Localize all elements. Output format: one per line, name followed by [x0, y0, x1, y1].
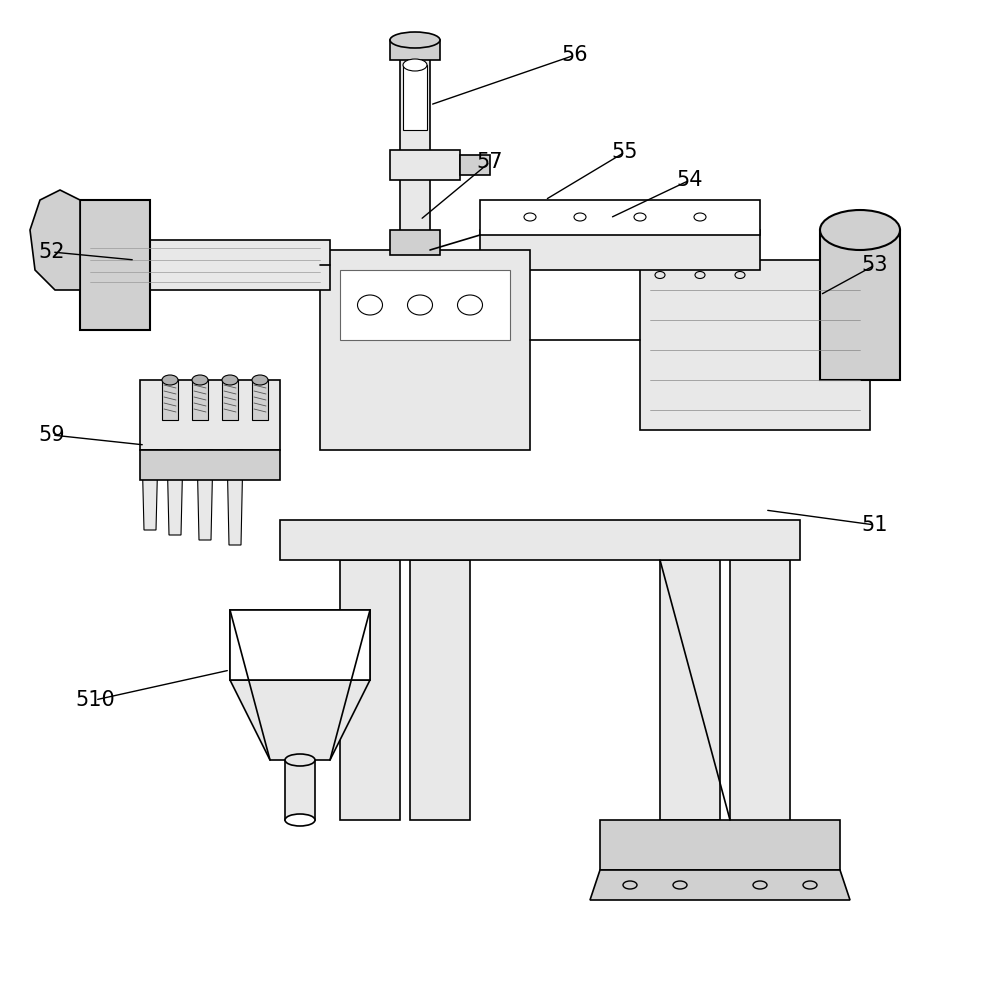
Text: 59: 59	[39, 425, 65, 445]
Polygon shape	[460, 155, 490, 175]
Polygon shape	[80, 200, 150, 330]
Polygon shape	[403, 65, 427, 130]
Ellipse shape	[222, 375, 238, 385]
Polygon shape	[197, 450, 213, 540]
Ellipse shape	[408, 295, 433, 315]
Text: 56: 56	[562, 45, 588, 65]
Polygon shape	[222, 380, 238, 420]
Text: 51: 51	[862, 515, 888, 535]
Polygon shape	[227, 450, 243, 545]
Polygon shape	[230, 680, 370, 760]
Ellipse shape	[820, 210, 900, 250]
Ellipse shape	[403, 59, 427, 71]
Polygon shape	[30, 190, 80, 290]
Text: 510: 510	[75, 690, 115, 710]
Polygon shape	[590, 870, 850, 900]
Text: 53: 53	[862, 255, 888, 275]
Polygon shape	[192, 380, 208, 420]
Text: 52: 52	[39, 242, 65, 262]
Ellipse shape	[390, 32, 440, 48]
Polygon shape	[320, 250, 530, 450]
Polygon shape	[730, 560, 790, 830]
Text: 57: 57	[477, 152, 503, 172]
Text: 54: 54	[677, 170, 703, 190]
Polygon shape	[230, 610, 370, 680]
Polygon shape	[167, 450, 183, 535]
Ellipse shape	[192, 375, 208, 385]
Polygon shape	[480, 200, 760, 235]
Ellipse shape	[458, 295, 483, 315]
Ellipse shape	[358, 295, 383, 315]
Polygon shape	[390, 40, 440, 60]
Polygon shape	[600, 820, 840, 870]
Ellipse shape	[285, 754, 315, 766]
Polygon shape	[80, 240, 330, 290]
Polygon shape	[820, 230, 900, 380]
Polygon shape	[410, 560, 470, 820]
Polygon shape	[340, 270, 510, 340]
Polygon shape	[400, 50, 430, 250]
Polygon shape	[390, 150, 460, 180]
Polygon shape	[660, 560, 720, 820]
Polygon shape	[162, 380, 178, 420]
Polygon shape	[390, 230, 440, 255]
Polygon shape	[140, 450, 280, 480]
Text: 55: 55	[612, 142, 638, 162]
Ellipse shape	[252, 375, 268, 385]
Polygon shape	[140, 380, 280, 450]
Polygon shape	[640, 260, 870, 430]
Polygon shape	[230, 610, 370, 680]
Polygon shape	[480, 230, 760, 270]
Ellipse shape	[285, 814, 315, 826]
Ellipse shape	[162, 375, 178, 385]
Polygon shape	[285, 760, 315, 820]
Polygon shape	[252, 380, 268, 420]
Polygon shape	[340, 560, 400, 820]
Polygon shape	[280, 520, 800, 560]
Polygon shape	[142, 450, 158, 530]
